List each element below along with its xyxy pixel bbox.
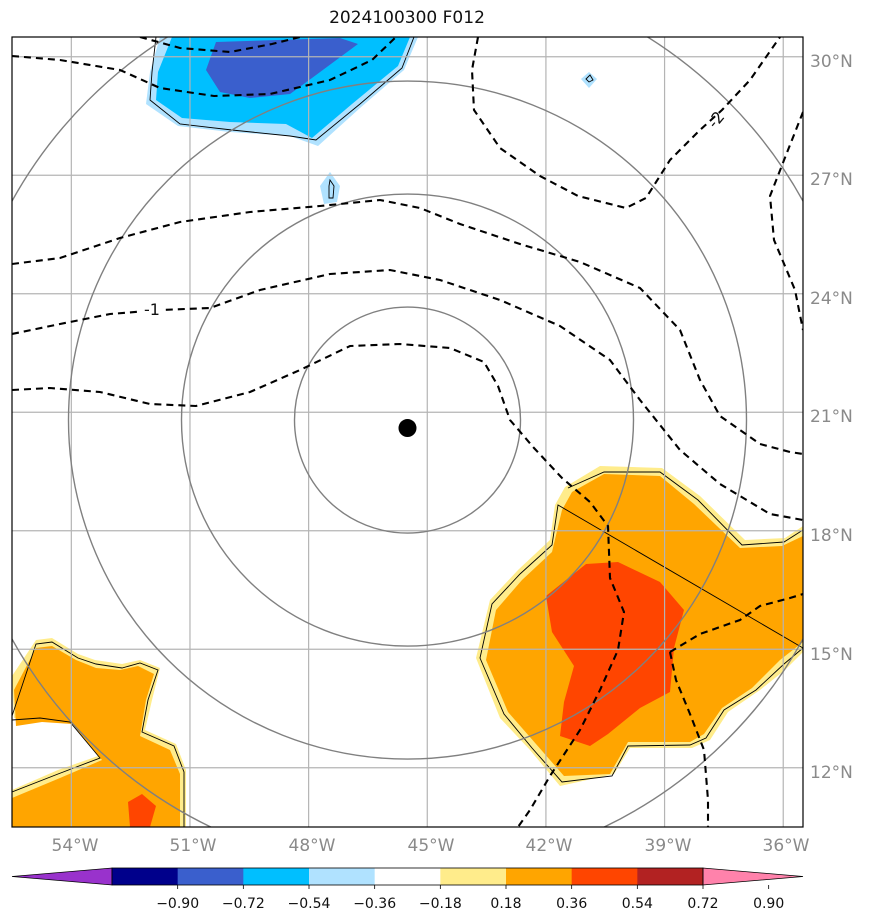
outline-spot-27n: [328, 178, 335, 199]
contour-d: [768, 111, 803, 331]
outline-negative-top: [149, 37, 415, 141]
colorbar: [11, 867, 804, 886]
colorbar-tick-label: −0.72: [222, 896, 265, 912]
lat-tick: 30°N: [810, 52, 853, 72]
lon-tick: 42°W: [526, 836, 573, 856]
range-ring: [67, 80, 748, 760]
lon-tick: 51°W: [170, 836, 217, 856]
lat-tick: 12°N: [810, 763, 853, 783]
colorbar-segment: [243, 868, 310, 885]
range-ring: [180, 193, 635, 647]
contour-label-minus-2: -2: [703, 107, 728, 131]
contour-a: [12, 37, 397, 98]
colorbar-tick-labels: −0.90 −0.72 −0.54 −0.36 −0.18 0.18 0.36 0.54 0.7…: [156, 885, 784, 912]
colorbar-tick-label: −0.54: [288, 896, 331, 912]
range-ring: [293, 306, 522, 534]
colorbar-tick-label: 0.54: [622, 896, 653, 912]
contour-c: [470, 37, 781, 210]
map-title: 2024100300 F012: [329, 8, 485, 28]
positive-anomaly-sw-core: [128, 794, 156, 827]
outline-spot-30n: [585, 74, 594, 83]
colorbar-segment: [177, 868, 244, 885]
positive-anomaly-sw-mid: [12, 646, 180, 827]
colorbar-segment: [506, 868, 573, 885]
colorbar-segment: [440, 868, 507, 885]
colorbar-segment: [112, 868, 179, 885]
negative-anomaly-core: [206, 38, 358, 98]
lat-tick: 24°N: [810, 289, 853, 309]
contour-label-bg-1: [140, 298, 164, 318]
outline-positive-sw: [12, 641, 185, 827]
colorbar-extend-low: [11, 867, 113, 886]
lon-tick: 45°W: [408, 836, 455, 856]
colorbar-segment: [309, 868, 376, 885]
negative-spot-30n: [581, 72, 597, 88]
storm-center-marker: [398, 419, 417, 438]
colorbar-tick-label: 0.36: [556, 896, 587, 912]
outline-positive-se: [479, 471, 803, 783]
colorbar-tick-label: 0.90: [753, 896, 784, 912]
contour-g: [12, 342, 626, 827]
colorbar-tick-label: 0.18: [490, 896, 521, 912]
range-rings: [12, 37, 803, 827]
colorbar-extend-high: [702, 867, 804, 886]
contour-e: [12, 198, 803, 456]
contour-b: [139, 37, 301, 54]
lat-tick: 27°N: [810, 170, 853, 190]
lat-tick: 15°N: [810, 645, 853, 665]
colorbar-tick-label: 0.72: [687, 896, 718, 912]
shaded-field-layer: [12, 37, 803, 827]
lon-tick: 39°W: [645, 836, 692, 856]
colorbar-segment: [571, 868, 638, 885]
lat-tick: 21°N: [810, 407, 853, 427]
colorbar-tick-label: −0.18: [419, 896, 462, 912]
lon-tick: 36°W: [763, 836, 810, 856]
lon-tick: 54°W: [52, 836, 99, 856]
colorbar-tick-label: −0.90: [156, 896, 199, 912]
colorbar-segment: [637, 868, 704, 885]
colorbar-segment: [374, 868, 441, 885]
colorbar-tick-label: −0.36: [353, 896, 396, 912]
negative-spot-27n: [320, 172, 340, 204]
contour-label-minus-1: -1: [144, 300, 160, 319]
lon-tick: 48°W: [289, 836, 336, 856]
lon-tick-labels: 54°W 51°W 48°W 45°W 42°W 39°W 36°W: [52, 836, 810, 856]
colorbar-outline: [111, 867, 704, 886]
contour-h: [669, 592, 803, 653]
lat-tick: 18°N: [810, 526, 853, 546]
contour-i: [668, 651, 710, 827]
map-frame: [11, 36, 804, 828]
lat-tick-labels: 12°N 15°N 18°N 21°N 24°N 27°N 30°N: [810, 52, 853, 783]
positive-anomaly-se-core: [546, 562, 684, 746]
